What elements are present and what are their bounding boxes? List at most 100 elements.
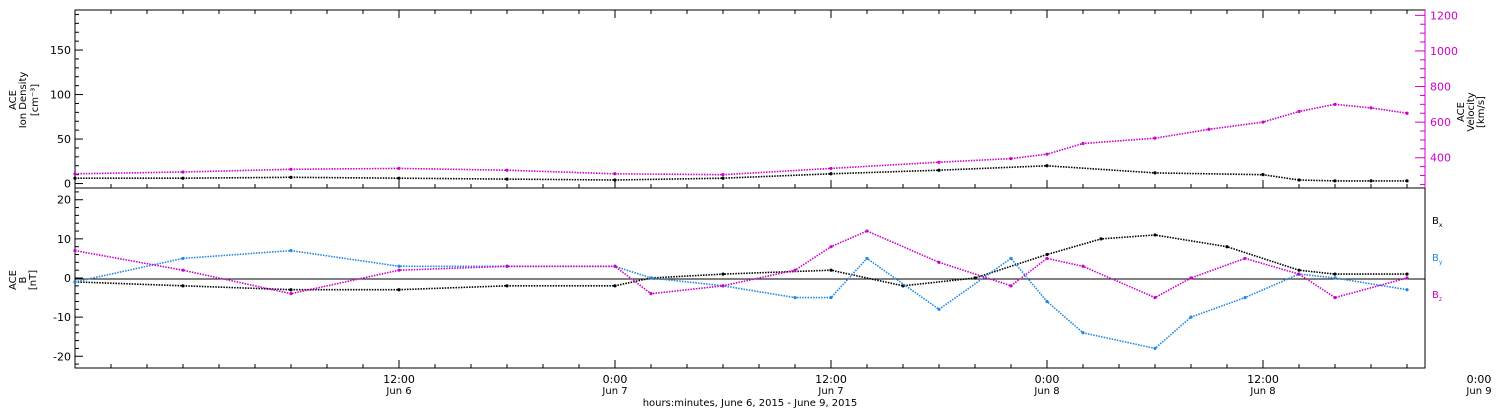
by-line	[74, 249, 1408, 350]
bottom-ylabel-left-line1: ACE	[8, 270, 19, 290]
x-tick-time: 12:00	[815, 373, 847, 386]
x-tick-day: Jun 9	[1465, 386, 1491, 397]
bz-point	[289, 292, 293, 296]
bx-point	[181, 284, 185, 288]
by-point	[1189, 315, 1193, 319]
x-tick-day: Jun 6	[385, 386, 411, 397]
bx-point	[1405, 272, 1409, 276]
bottom-ylabel-left-line3: [nT]	[28, 270, 39, 290]
velocity-point	[289, 167, 293, 171]
bx-point	[721, 272, 725, 276]
bottom-ytick-label: 10	[57, 233, 71, 246]
top-ytick-left-label: 0	[64, 178, 71, 191]
ion-density-point	[181, 176, 185, 180]
bx-point	[829, 268, 833, 272]
velocity-point	[1369, 106, 1373, 110]
top-ytick-right-label: 600	[1430, 116, 1451, 129]
bottom-ytick-label: -10	[53, 311, 71, 324]
ion-density-point	[505, 177, 509, 181]
legend-by-sub: y	[1439, 259, 1443, 266]
velocity-point	[829, 166, 833, 171]
bz-point	[1297, 272, 1301, 276]
velocity-point	[1153, 136, 1157, 140]
x-tick-day: Jun 8	[1249, 386, 1275, 397]
top-ylabel-left: ACE Ion Density [cm⁻³]	[8, 72, 41, 129]
bz-point	[1153, 295, 1157, 300]
by-point	[73, 280, 77, 284]
bz-point	[829, 245, 833, 249]
ion-density-point	[1261, 173, 1265, 177]
velocity-point	[505, 168, 509, 172]
x-tick-day: Jun 7	[601, 386, 627, 397]
by-point	[829, 295, 833, 300]
ion-density-point	[613, 178, 617, 182]
velocity-point	[721, 173, 725, 177]
bottom-ytick-label: 20	[57, 194, 71, 207]
ion-density-point	[1333, 179, 1337, 183]
by-point	[1153, 346, 1157, 351]
bz-point	[73, 249, 77, 253]
ion-density-line	[75, 164, 1407, 182]
x-tick-time: 0:00	[603, 373, 628, 386]
top-ylabel-right-line3: [km/s]	[1476, 96, 1487, 128]
top-ylabel-left-line1: ACE	[8, 90, 19, 110]
ion-density-point	[721, 176, 725, 180]
bz-point	[865, 229, 869, 233]
velocity-point	[1081, 141, 1085, 146]
bz-point	[1045, 256, 1049, 261]
x-tick-day: Jun 7	[817, 386, 843, 397]
legend-bx: Bx	[1432, 216, 1443, 229]
top-ylabel-right: ACE Velocity [km/s]	[1456, 92, 1487, 131]
bx-point	[397, 288, 401, 292]
x-tick-day: Jun 8	[1033, 386, 1059, 397]
velocity-point	[1261, 120, 1265, 124]
by-point	[1081, 331, 1085, 335]
bottom-ytick-label: -20	[53, 350, 71, 363]
ion-density-point	[1297, 178, 1301, 182]
ion-density-point	[1045, 164, 1049, 168]
bx-point	[1333, 272, 1337, 276]
by-point	[1045, 299, 1049, 304]
velocity-point	[1045, 152, 1049, 156]
velocity-point	[613, 172, 617, 176]
velocity-point	[937, 160, 941, 164]
bz-point	[181, 268, 185, 272]
ion-density-point	[1153, 171, 1157, 175]
by-point	[1243, 295, 1247, 300]
legend-bx-main: B	[1432, 216, 1439, 227]
ion-density-point	[397, 176, 401, 180]
legend-bz: Bz	[1432, 290, 1442, 303]
top-ytick-right-label: 1200	[1430, 9, 1458, 22]
ion-density-point	[289, 175, 293, 179]
legend-bz-sub: z	[1439, 296, 1442, 303]
velocity-point	[1333, 102, 1337, 106]
by-point	[1009, 256, 1013, 261]
bx-point	[613, 284, 617, 288]
ion-density-point	[1369, 179, 1373, 183]
by-point	[1333, 276, 1337, 280]
bz-point	[1333, 295, 1337, 300]
bz-point	[1009, 284, 1013, 288]
x-axis-title: hours:minutes, June 6, 2015 - June 9, 20…	[643, 398, 858, 409]
ion-density-point	[937, 168, 941, 172]
bx-point	[973, 276, 977, 280]
bz-point	[1405, 276, 1409, 280]
by-point	[181, 256, 185, 261]
by-point	[397, 264, 401, 268]
top-ytick-right-label: 400	[1430, 152, 1451, 165]
velocity-point	[397, 166, 401, 171]
velocity-point	[1297, 109, 1301, 114]
bx-point	[505, 284, 509, 288]
velocity-point	[1009, 157, 1013, 161]
top-ytick-left-label: 50	[57, 133, 71, 146]
top-ytick-right-label: 1000	[1430, 45, 1458, 58]
bx-point	[1225, 245, 1229, 249]
ion-density-point	[1405, 179, 1409, 183]
legend-bz-main: B	[1432, 290, 1439, 301]
velocity-point	[73, 172, 77, 176]
bottom-ytick-label: 0	[64, 272, 71, 285]
bx-point	[1099, 237, 1103, 241]
top-ytick-right-label: 800	[1430, 81, 1451, 94]
chart-marks: 0 50 100 150 400 600 800 1000 1200 -20 -10 0 10 20 12:…	[50, 9, 1492, 397]
